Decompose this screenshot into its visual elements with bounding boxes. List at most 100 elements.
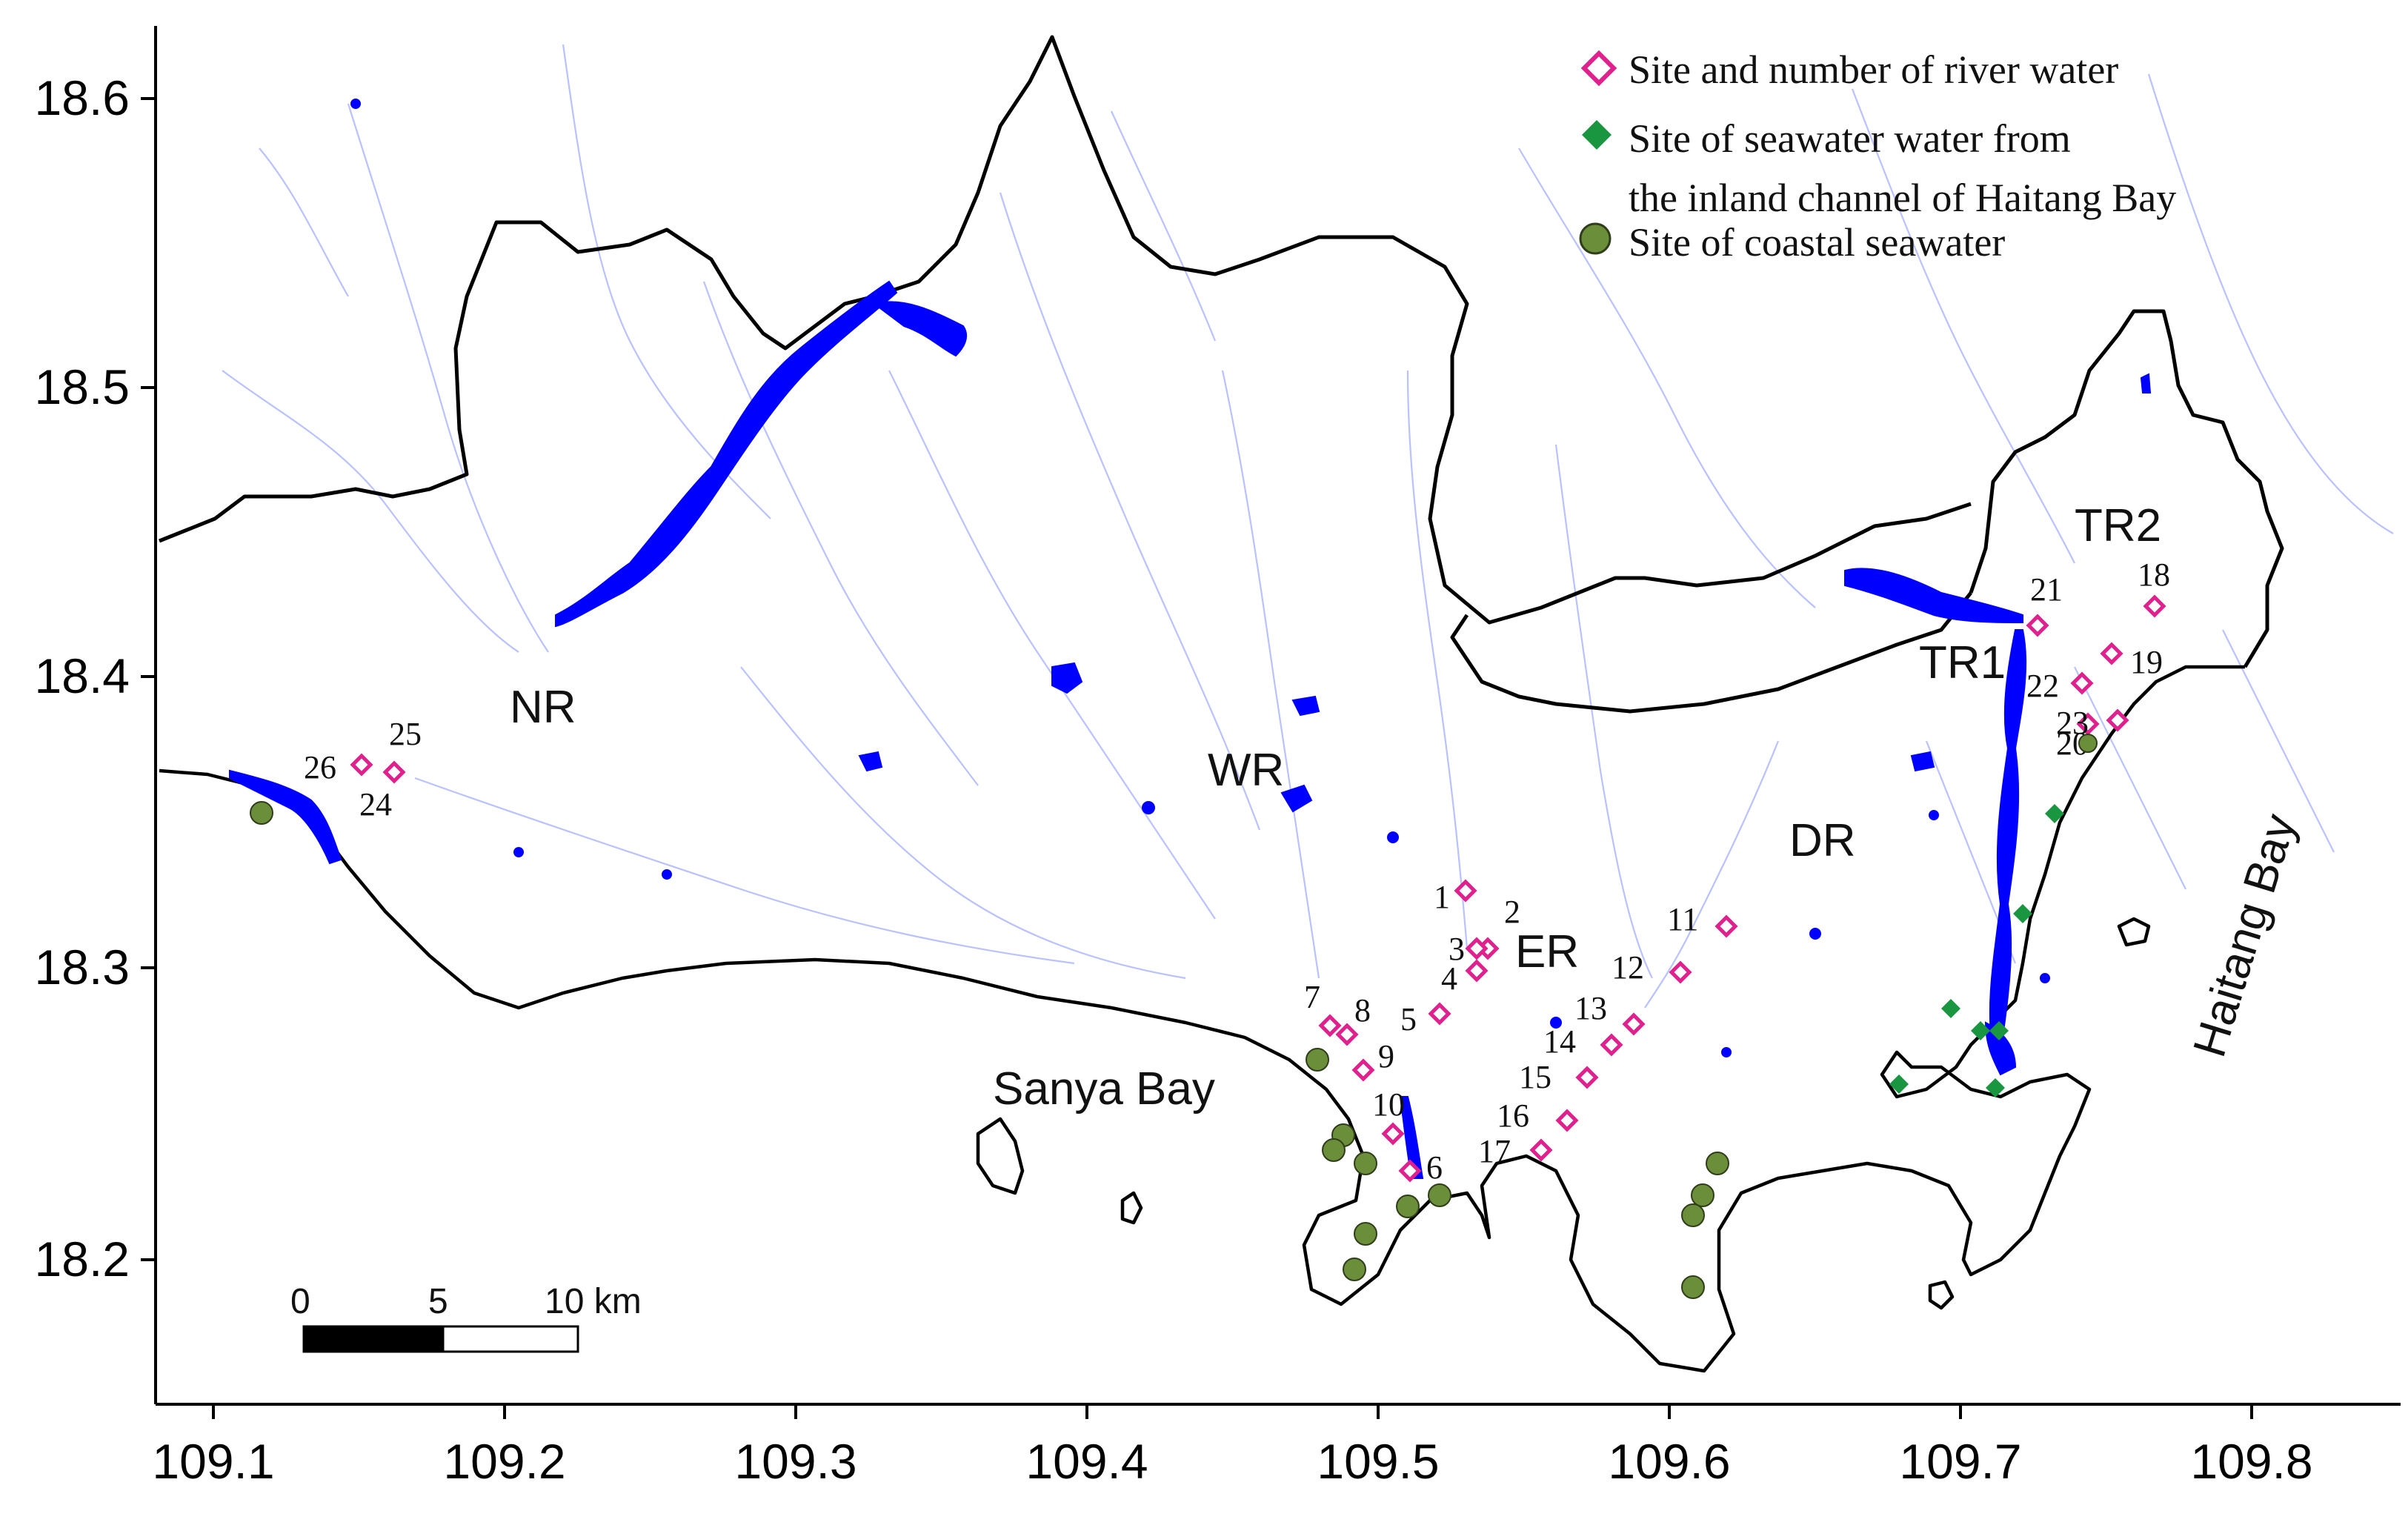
site-label: 14 bbox=[1543, 1023, 1576, 1060]
river-site-marker bbox=[2070, 671, 2094, 695]
legend-channel-label-2: the inland channel of Haitang Bay bbox=[1629, 176, 2176, 220]
site-label: 4 bbox=[1441, 960, 1457, 997]
x-tick-label: 109.3 bbox=[734, 1434, 857, 1489]
coastline bbox=[159, 665, 2245, 1373]
coastal-site-marker bbox=[1396, 1195, 1420, 1218]
y-tick-label: 18.3 bbox=[35, 940, 130, 994]
site-label: 15 bbox=[1519, 1059, 1551, 1095]
site-label: 13 bbox=[1574, 990, 1607, 1026]
river-site-marker bbox=[1398, 1159, 1422, 1183]
x-tick-label: 109.5 bbox=[1317, 1434, 1439, 1489]
scale-bar: 0 5 10 km bbox=[290, 1282, 642, 1353]
site-label: 25 bbox=[389, 716, 422, 752]
region-label-tr2: TR2 bbox=[2075, 500, 2161, 551]
scale-label-end: 10 km bbox=[545, 1282, 642, 1321]
region-label-dr: DR bbox=[1789, 815, 1856, 866]
site-label: 1 bbox=[1434, 879, 1450, 915]
river-site-marker bbox=[1555, 1109, 1579, 1132]
coastal-site-marker bbox=[1306, 1048, 1329, 1072]
channel-site-marker bbox=[1986, 1078, 2005, 1097]
river-site-marker bbox=[1428, 1002, 1451, 1026]
river-site-marker bbox=[2143, 594, 2166, 618]
river-site-marker bbox=[1335, 1023, 1359, 1046]
site-label: 9 bbox=[1378, 1038, 1394, 1074]
coastal-site-marker bbox=[250, 801, 273, 825]
channel-site-marker bbox=[1941, 999, 1960, 1018]
river-site-marker bbox=[1600, 1033, 1623, 1057]
y-tick-label: 18.2 bbox=[35, 1232, 130, 1286]
river-site-marker bbox=[1575, 1066, 1599, 1089]
river-site-marker bbox=[382, 760, 406, 784]
coastal-site-marker bbox=[1354, 1222, 1377, 1246]
site-label: 6 bbox=[1426, 1149, 1443, 1186]
coastal-site-marker bbox=[1681, 1203, 1705, 1227]
coastal-site-marker bbox=[1706, 1152, 1729, 1175]
legend: Site and number of river water Site of s… bbox=[1579, 47, 2176, 265]
x-tick-label: 109.4 bbox=[1025, 1434, 1148, 1489]
coastal-site-marker bbox=[1354, 1152, 1377, 1175]
channel-site-marker bbox=[1989, 1021, 2009, 1040]
channel-site-marker bbox=[1971, 1021, 1990, 1040]
site-label: 16 bbox=[1497, 1097, 1529, 1134]
site-label: 3 bbox=[1449, 931, 1465, 967]
river-site-marker bbox=[2026, 614, 2049, 637]
coastal-site-marker bbox=[1681, 1275, 1705, 1299]
region-label-nr: NR bbox=[510, 682, 576, 733]
scale-label-mid: 5 bbox=[428, 1282, 448, 1321]
site-label: 5 bbox=[1400, 1001, 1417, 1037]
legend-river-label: Site and number of river water bbox=[1629, 47, 2118, 92]
region-label-er: ER bbox=[1515, 926, 1579, 977]
river-site-marker bbox=[1318, 1014, 1342, 1037]
site-label: 18 bbox=[2138, 557, 2170, 593]
region-label-tr1: TR1 bbox=[1919, 637, 2006, 688]
site-label: 8 bbox=[1354, 992, 1371, 1029]
legend-channel-marker bbox=[1582, 120, 1612, 150]
coastal-site-marker bbox=[2078, 734, 2098, 753]
river-site-marker bbox=[1381, 1122, 1405, 1146]
channel-site-marker bbox=[1889, 1074, 1909, 1094]
plot-axes bbox=[141, 26, 2401, 1419]
coastal-site-marker bbox=[1343, 1258, 1366, 1281]
site-label: 10 bbox=[1372, 1086, 1405, 1123]
river-site-marker bbox=[1351, 1058, 1375, 1082]
stream-network bbox=[222, 44, 2394, 1009]
x-tick-label: 109.7 bbox=[1899, 1434, 2021, 1489]
river-site-marker bbox=[1622, 1012, 1646, 1036]
region-label-haitang-bay: Haitang Bay bbox=[2184, 808, 2306, 1063]
site-label: 22 bbox=[2026, 668, 2059, 704]
river-site-marker bbox=[1714, 914, 1738, 938]
watershed-boundaries bbox=[159, 35, 2284, 714]
coastal-site-marker bbox=[1691, 1183, 1714, 1207]
y-tick-label: 18.6 bbox=[35, 70, 130, 125]
region-label-sanya-bay: Sanya Bay bbox=[993, 1063, 1215, 1115]
river-site-marker bbox=[1465, 937, 1489, 960]
legend-coastal-marker bbox=[1579, 222, 1612, 255]
coastal-seawater-sites bbox=[250, 734, 2098, 1299]
site-label: 21 bbox=[2030, 571, 2063, 608]
x-tick-label: 109.1 bbox=[152, 1434, 274, 1489]
coastal-site-marker bbox=[1322, 1138, 1346, 1162]
legend-coastal-label: Site of coastal seawater bbox=[1629, 220, 2005, 265]
river-water-sites bbox=[350, 594, 2166, 1183]
site-label: 24 bbox=[359, 786, 392, 823]
river-site-marker bbox=[1454, 879, 1477, 903]
scale-label-zero: 0 bbox=[290, 1282, 310, 1321]
x-tick-label: 109.2 bbox=[443, 1434, 565, 1489]
river-site-marker bbox=[1529, 1138, 1553, 1162]
y-tick-label: 18.5 bbox=[35, 359, 130, 414]
river-site-marker bbox=[2100, 642, 2123, 665]
river-site-marker bbox=[2076, 712, 2100, 736]
x-tick-label: 109.8 bbox=[2190, 1434, 2312, 1489]
x-tick-label: 109.6 bbox=[1608, 1434, 1730, 1489]
region-label-wr: WR bbox=[1208, 745, 1284, 796]
site-label: 17 bbox=[1478, 1133, 1511, 1169]
water-bodies bbox=[229, 99, 2152, 1179]
legend-river-marker bbox=[1580, 50, 1617, 87]
legend-channel-label-1: Site of seawater water from bbox=[1629, 116, 2071, 161]
site-label: 2 bbox=[1504, 894, 1520, 930]
site-label: 11 bbox=[1667, 901, 1698, 937]
coastal-site-marker bbox=[1428, 1183, 1451, 1207]
river-site-marker bbox=[1669, 960, 1692, 984]
site-label: 7 bbox=[1304, 979, 1320, 1015]
